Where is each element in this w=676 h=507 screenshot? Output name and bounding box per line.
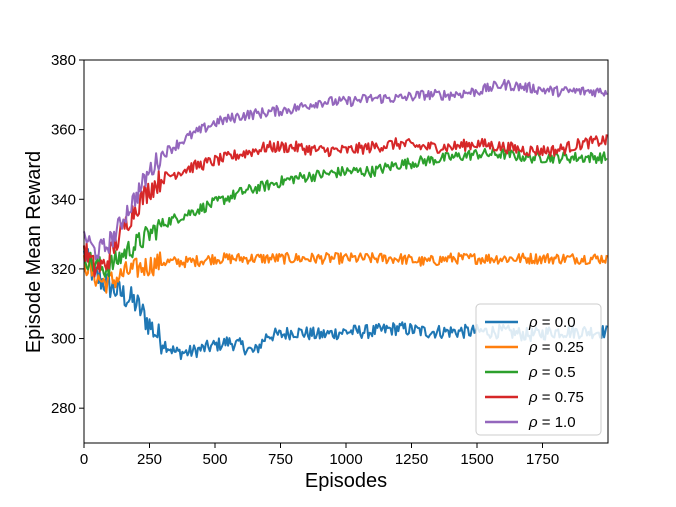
series-line-2 — [83, 147, 608, 278]
y-axis-title: Episode Mean Reward — [23, 151, 45, 353]
x-tick-label: 1500 — [460, 451, 493, 468]
x-tick-label: 1250 — [395, 451, 428, 468]
y-tick-label: 300 — [51, 331, 76, 348]
x-tick-label: 1750 — [526, 451, 559, 468]
series-line-1 — [83, 251, 608, 294]
x-tick-label: 0 — [80, 451, 88, 468]
y-tick-label: 380 — [51, 52, 76, 69]
legend-value: = 0.0 — [538, 314, 576, 331]
legend-value: = 0.5 — [538, 364, 576, 381]
series-line-4 — [83, 78, 608, 261]
y-tick-label: 340 — [51, 191, 76, 208]
y-tick-label: 320 — [51, 261, 76, 278]
legend-symbol: ρ — [528, 414, 538, 431]
legend: ρ = 0.0ρ = 0.25ρ = 0.5ρ = 0.75ρ = 1.0 — [475, 303, 602, 436]
y-axis-ticks: 280 300 320 340 360 380 — [51, 52, 84, 417]
x-axis-title: Episodes — [305, 470, 387, 492]
legend-label: ρ = 0.75 — [528, 389, 584, 406]
y-tick-label: 280 — [51, 400, 76, 417]
legend-symbol: ρ — [528, 314, 538, 331]
x-axis-ticks: 0 250 500 750 1000 1250 1500 1750 — [80, 443, 559, 468]
legend-box — [475, 303, 602, 436]
legend-label: ρ = 0.5 — [528, 364, 576, 381]
legend-value: = 0.25 — [538, 339, 584, 356]
legend-symbol: ρ — [528, 364, 538, 381]
x-tick-label: 500 — [202, 451, 227, 468]
series-line-3 — [83, 134, 608, 278]
legend-symbol: ρ — [528, 339, 538, 356]
legend-label: ρ = 0.0 — [528, 314, 576, 331]
x-tick-label: 1000 — [329, 451, 362, 468]
x-tick-label: 250 — [137, 451, 162, 468]
legend-value: = 1.0 — [538, 414, 576, 431]
y-tick-label: 360 — [51, 122, 76, 139]
legend-label: ρ = 1.0 — [528, 414, 576, 431]
legend-label: ρ = 0.25 — [528, 339, 584, 356]
x-tick-label: 750 — [268, 451, 293, 468]
legend-value: = 0.75 — [538, 389, 584, 406]
legend-symbol: ρ — [528, 389, 538, 406]
